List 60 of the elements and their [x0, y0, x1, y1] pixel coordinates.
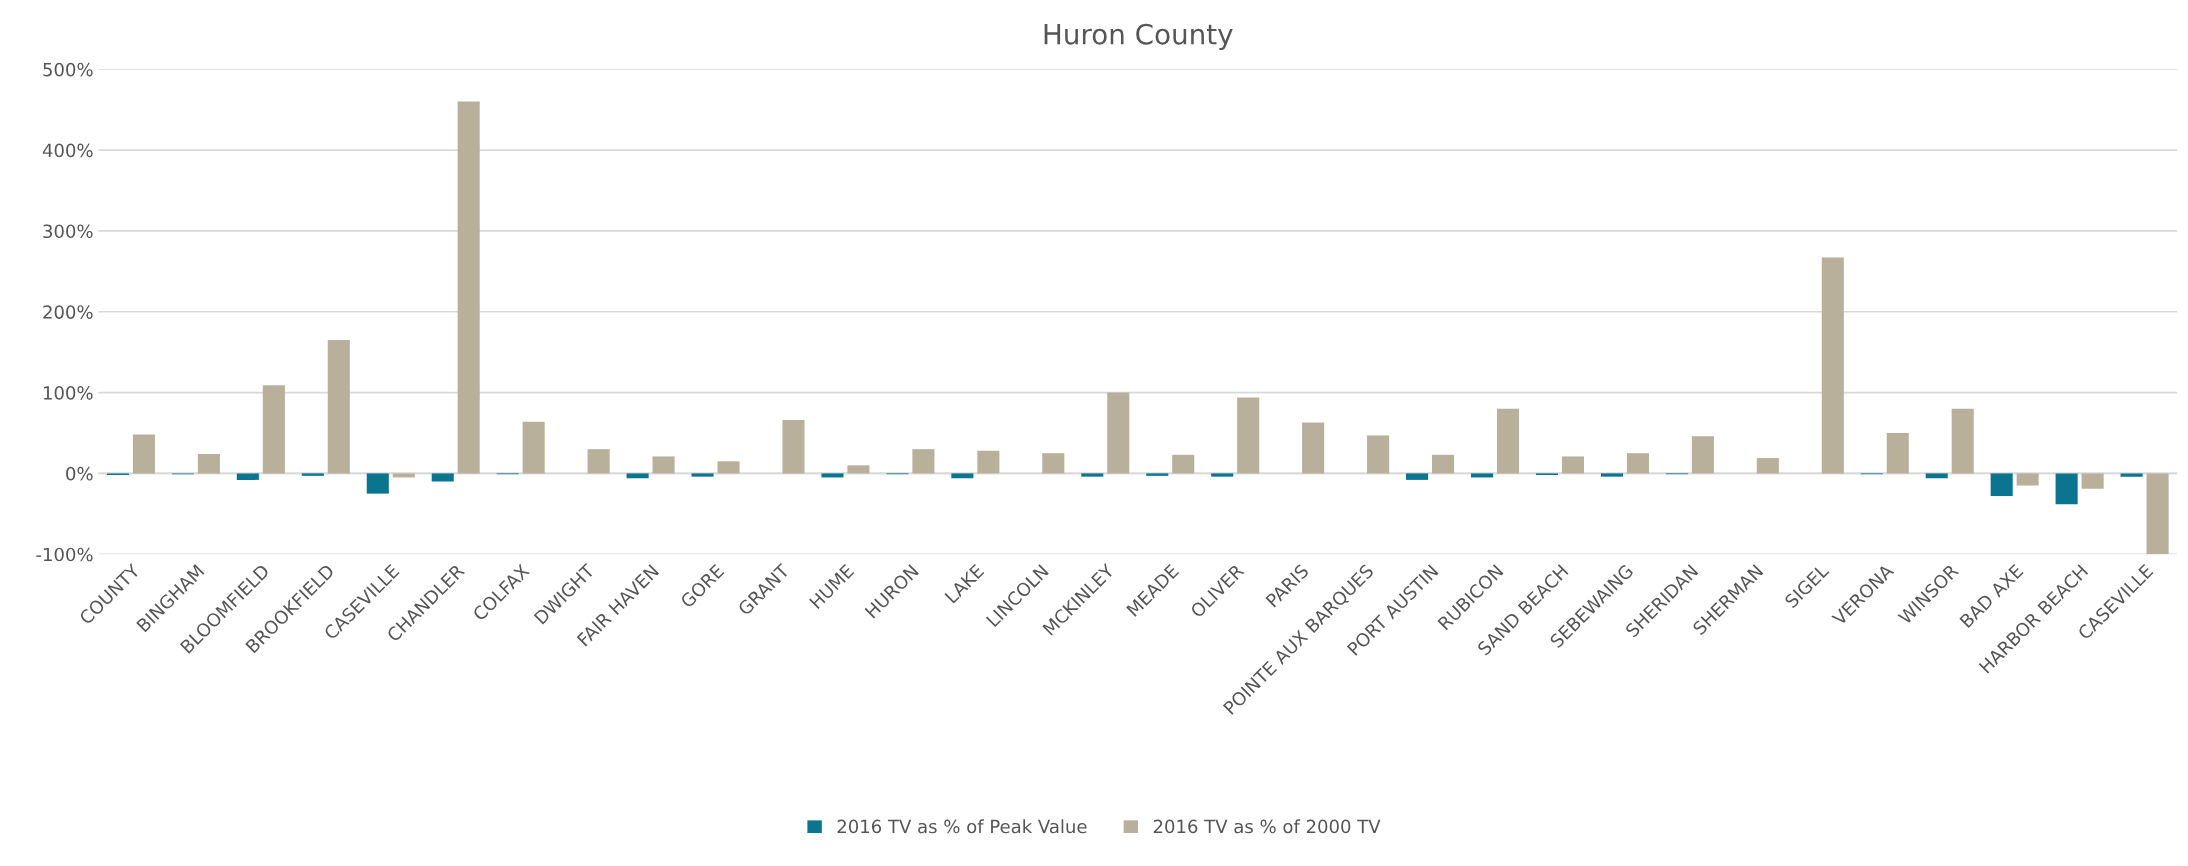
bar — [1406, 473, 1429, 480]
bar — [587, 449, 610, 474]
bar — [197, 454, 220, 474]
bar — [1496, 408, 1520, 474]
bar — [1042, 453, 1065, 474]
bar — [2016, 473, 2039, 486]
bar — [1107, 392, 1130, 474]
bar — [327, 340, 350, 474]
bar — [1367, 435, 1390, 474]
y-tick-label: 400% — [42, 143, 93, 158]
y-tick-label: 200% — [43, 305, 93, 319]
bar — [262, 385, 285, 474]
chart-title: Huron County — [1044, 23, 1233, 51]
y-tick-label: 0% — [66, 466, 93, 481]
bar — [392, 473, 415, 478]
bar — [431, 473, 454, 482]
bar — [457, 101, 480, 474]
y-tick-label: 500% — [43, 62, 93, 77]
bar — [912, 449, 935, 474]
bar — [1600, 473, 1623, 477]
bar — [1302, 422, 1325, 474]
bar — [1951, 408, 1974, 474]
bar — [1211, 473, 1234, 477]
bar — [847, 465, 870, 474]
bar — [1172, 454, 1195, 474]
y-tick-label: 300% — [43, 224, 93, 239]
legend-label: 2016 TV as % of 2000 TV — [1153, 819, 1381, 834]
bar — [717, 461, 740, 474]
bar — [691, 473, 714, 477]
bar — [1432, 454, 1455, 474]
bar — [1470, 473, 1494, 478]
bar — [1821, 257, 1844, 474]
bar — [1691, 436, 1714, 474]
bar — [1237, 397, 1260, 474]
y-tick-label: 100% — [43, 386, 93, 400]
bar — [2081, 473, 2104, 489]
bar — [626, 473, 649, 479]
bar — [301, 473, 324, 476]
bar — [821, 473, 844, 478]
bar — [977, 450, 1000, 474]
bar — [1886, 433, 1909, 474]
bar — [951, 473, 974, 479]
bar — [1990, 473, 2013, 497]
bar — [1081, 473, 1104, 477]
bar — [1146, 473, 1169, 476]
bar — [1626, 453, 1649, 474]
bar — [1925, 473, 1948, 479]
bar — [2146, 473, 2169, 555]
bar — [782, 420, 805, 474]
bar — [236, 473, 259, 480]
bar — [2055, 473, 2078, 505]
bar — [366, 473, 389, 494]
bar — [652, 456, 675, 474]
legend-label: 2016 TV as % of Peak Value — [837, 819, 1087, 834]
bar — [1756, 458, 1779, 474]
bar — [2120, 473, 2143, 477]
bar — [1561, 456, 1585, 474]
bar — [132, 434, 155, 474]
bar — [522, 421, 545, 474]
y-tick-label: -100% — [36, 547, 93, 562]
